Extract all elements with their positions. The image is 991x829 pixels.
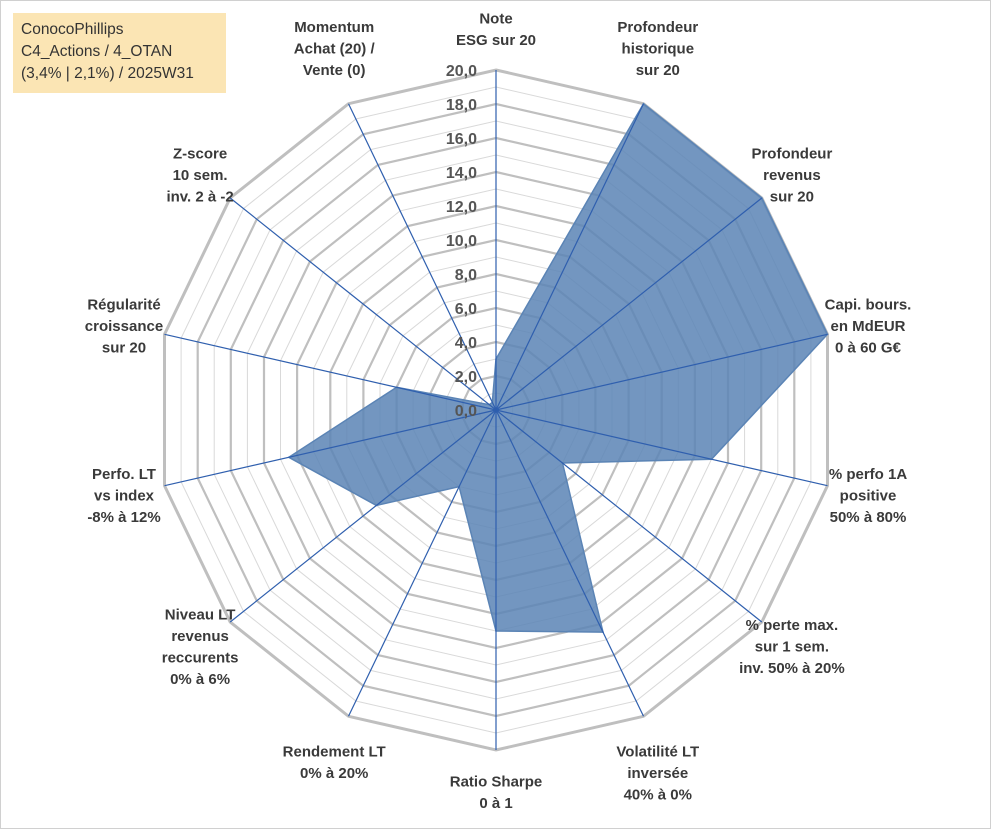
axis-label-line: 0 à 60 G€ xyxy=(835,339,902,356)
spoke-line xyxy=(495,409,763,623)
axis-label: Z-score 10 sem. inv. 2 à -2 xyxy=(166,145,233,205)
spoke-line xyxy=(347,103,497,411)
axis-label-line: revenus xyxy=(763,167,821,184)
tick-label: 10,0 xyxy=(446,233,477,250)
axis-label-line: croissance xyxy=(85,318,163,335)
axis-label-line: Momentum xyxy=(294,19,374,36)
axis-label-line: 0% à 6% xyxy=(170,671,230,688)
axis-label-line: Achat (20) / xyxy=(294,41,376,58)
spoke-line xyxy=(164,333,497,411)
axis-label: Profondeur revenus sur 20 xyxy=(751,145,832,205)
axis-label-line: % perfo 1A xyxy=(829,466,908,483)
axis-label-line: Niveau LT xyxy=(165,607,236,624)
axis-label: Rendement LT 0% à 20% xyxy=(283,744,386,783)
axis-label-line: inv. 50% à 20% xyxy=(739,660,845,677)
axis-label-line: Régularité xyxy=(87,296,160,313)
company-name: ConocoPhillips xyxy=(21,21,124,38)
tick-label: 8,0 xyxy=(455,267,477,284)
axis-label-line: vs index xyxy=(94,488,155,505)
axis-label-line: Profondeur xyxy=(751,145,832,162)
tick-label: 20,0 xyxy=(446,63,477,80)
axis-label-line: 10 sem. xyxy=(173,167,228,184)
spoke-line xyxy=(229,197,497,411)
spoke-line xyxy=(495,103,645,411)
axis-label: % perte max. sur 1 sem. inv. 50% à 20% xyxy=(739,617,845,677)
axis-label: Perfo. LT vs index -8% à 12% xyxy=(87,466,160,526)
tick-label: 12,0 xyxy=(446,199,477,216)
axis-label-line: sur 20 xyxy=(102,339,146,356)
axis-label-line: sur 20 xyxy=(636,62,680,79)
axis-label-line: sur 20 xyxy=(770,188,814,205)
axis-label-line: revenus xyxy=(171,628,229,645)
axis-label-line: inv. 2 à -2 xyxy=(166,188,233,205)
tick-label: 18,0 xyxy=(446,97,477,114)
tick-label: 16,0 xyxy=(446,131,477,148)
axis-label: % perfo 1A positive 50% à 80% xyxy=(829,466,908,526)
axis-label: Volatilité LT inversée 40% à 0% xyxy=(616,744,699,804)
spoke-line xyxy=(347,409,497,717)
axis-label: Profondeur historique sur 20 xyxy=(617,19,698,79)
axis-label-line: 0% à 20% xyxy=(300,765,368,782)
axis-label-line: positive xyxy=(840,488,897,505)
portfolio-label: C4_Actions / 4_OTAN xyxy=(21,43,173,60)
axis-label-line: sur 1 sem. xyxy=(755,639,829,656)
axis-label-line: historique xyxy=(622,41,695,58)
axis-label-line: Vente (0) xyxy=(303,62,366,79)
axis-label-line: 40% à 0% xyxy=(624,787,692,804)
tick-label: 2,0 xyxy=(455,369,477,386)
tick-label: 0,0 xyxy=(455,403,477,420)
axis-label-line: 50% à 80% xyxy=(830,509,907,526)
tick-label: 4,0 xyxy=(455,335,477,352)
axis-label-line: Perfo. LT xyxy=(92,466,156,483)
tick-label-layer: 0,0 2,0 4,0 6,0 8,0 10,0 12,0 14,0 16,0 18,0 20,0 xyxy=(446,63,477,420)
axis-label-line: reccurents xyxy=(162,650,239,667)
axis-label: Niveau LT revenus reccurents 0% à 6% xyxy=(162,607,239,689)
spoke-layer xyxy=(164,70,828,750)
spoke-line xyxy=(229,409,497,623)
spoke-line xyxy=(495,197,763,411)
axis-label: Capi. bours. en MdEUR 0 à 60 G€ xyxy=(825,296,912,356)
axis-label-line: Volatilité LT xyxy=(616,744,699,761)
axis-label-line: Note xyxy=(479,11,512,28)
weights-and-week: (3,4% | 2,1%) / 2025W31 xyxy=(21,65,194,82)
axis-label: Ratio Sharpe 0 à 1 xyxy=(450,774,543,813)
spoke-line xyxy=(164,409,497,487)
axis-label-line: Ratio Sharpe xyxy=(450,774,543,791)
axis-label-line: inversée xyxy=(627,765,688,782)
tick-label: 14,0 xyxy=(446,165,477,182)
axis-label-line: -8% à 12% xyxy=(87,509,160,526)
spoke-line xyxy=(495,333,828,411)
tick-label: 6,0 xyxy=(455,301,477,318)
axis-label-layer: Note ESG sur 20 Profondeur historique sur 20… xyxy=(85,11,912,813)
axis-label: Note ESG sur 20 xyxy=(456,11,536,50)
info-box: ConocoPhillips C4_Actions / 4_OTAN (3,4%… xyxy=(13,13,226,93)
spoke-line xyxy=(495,409,645,717)
axis-label-line: Rendement LT xyxy=(283,744,386,761)
spoke-line xyxy=(495,409,828,487)
axis-label-line: Profondeur xyxy=(617,19,698,36)
axis-label-line: Z-score xyxy=(173,145,227,162)
axis-label-line: 0 à 1 xyxy=(479,795,512,812)
axis-label: Régularité croissance sur 20 xyxy=(85,296,163,356)
axis-label-line: ESG sur 20 xyxy=(456,32,536,49)
axis-label-line: % perte max. xyxy=(746,617,839,634)
axis-label-line: en MdEUR xyxy=(831,318,906,335)
axis-label-line: Capi. bours. xyxy=(825,296,912,313)
axis-label: Momentum Achat (20) / Vente (0) xyxy=(294,19,376,79)
